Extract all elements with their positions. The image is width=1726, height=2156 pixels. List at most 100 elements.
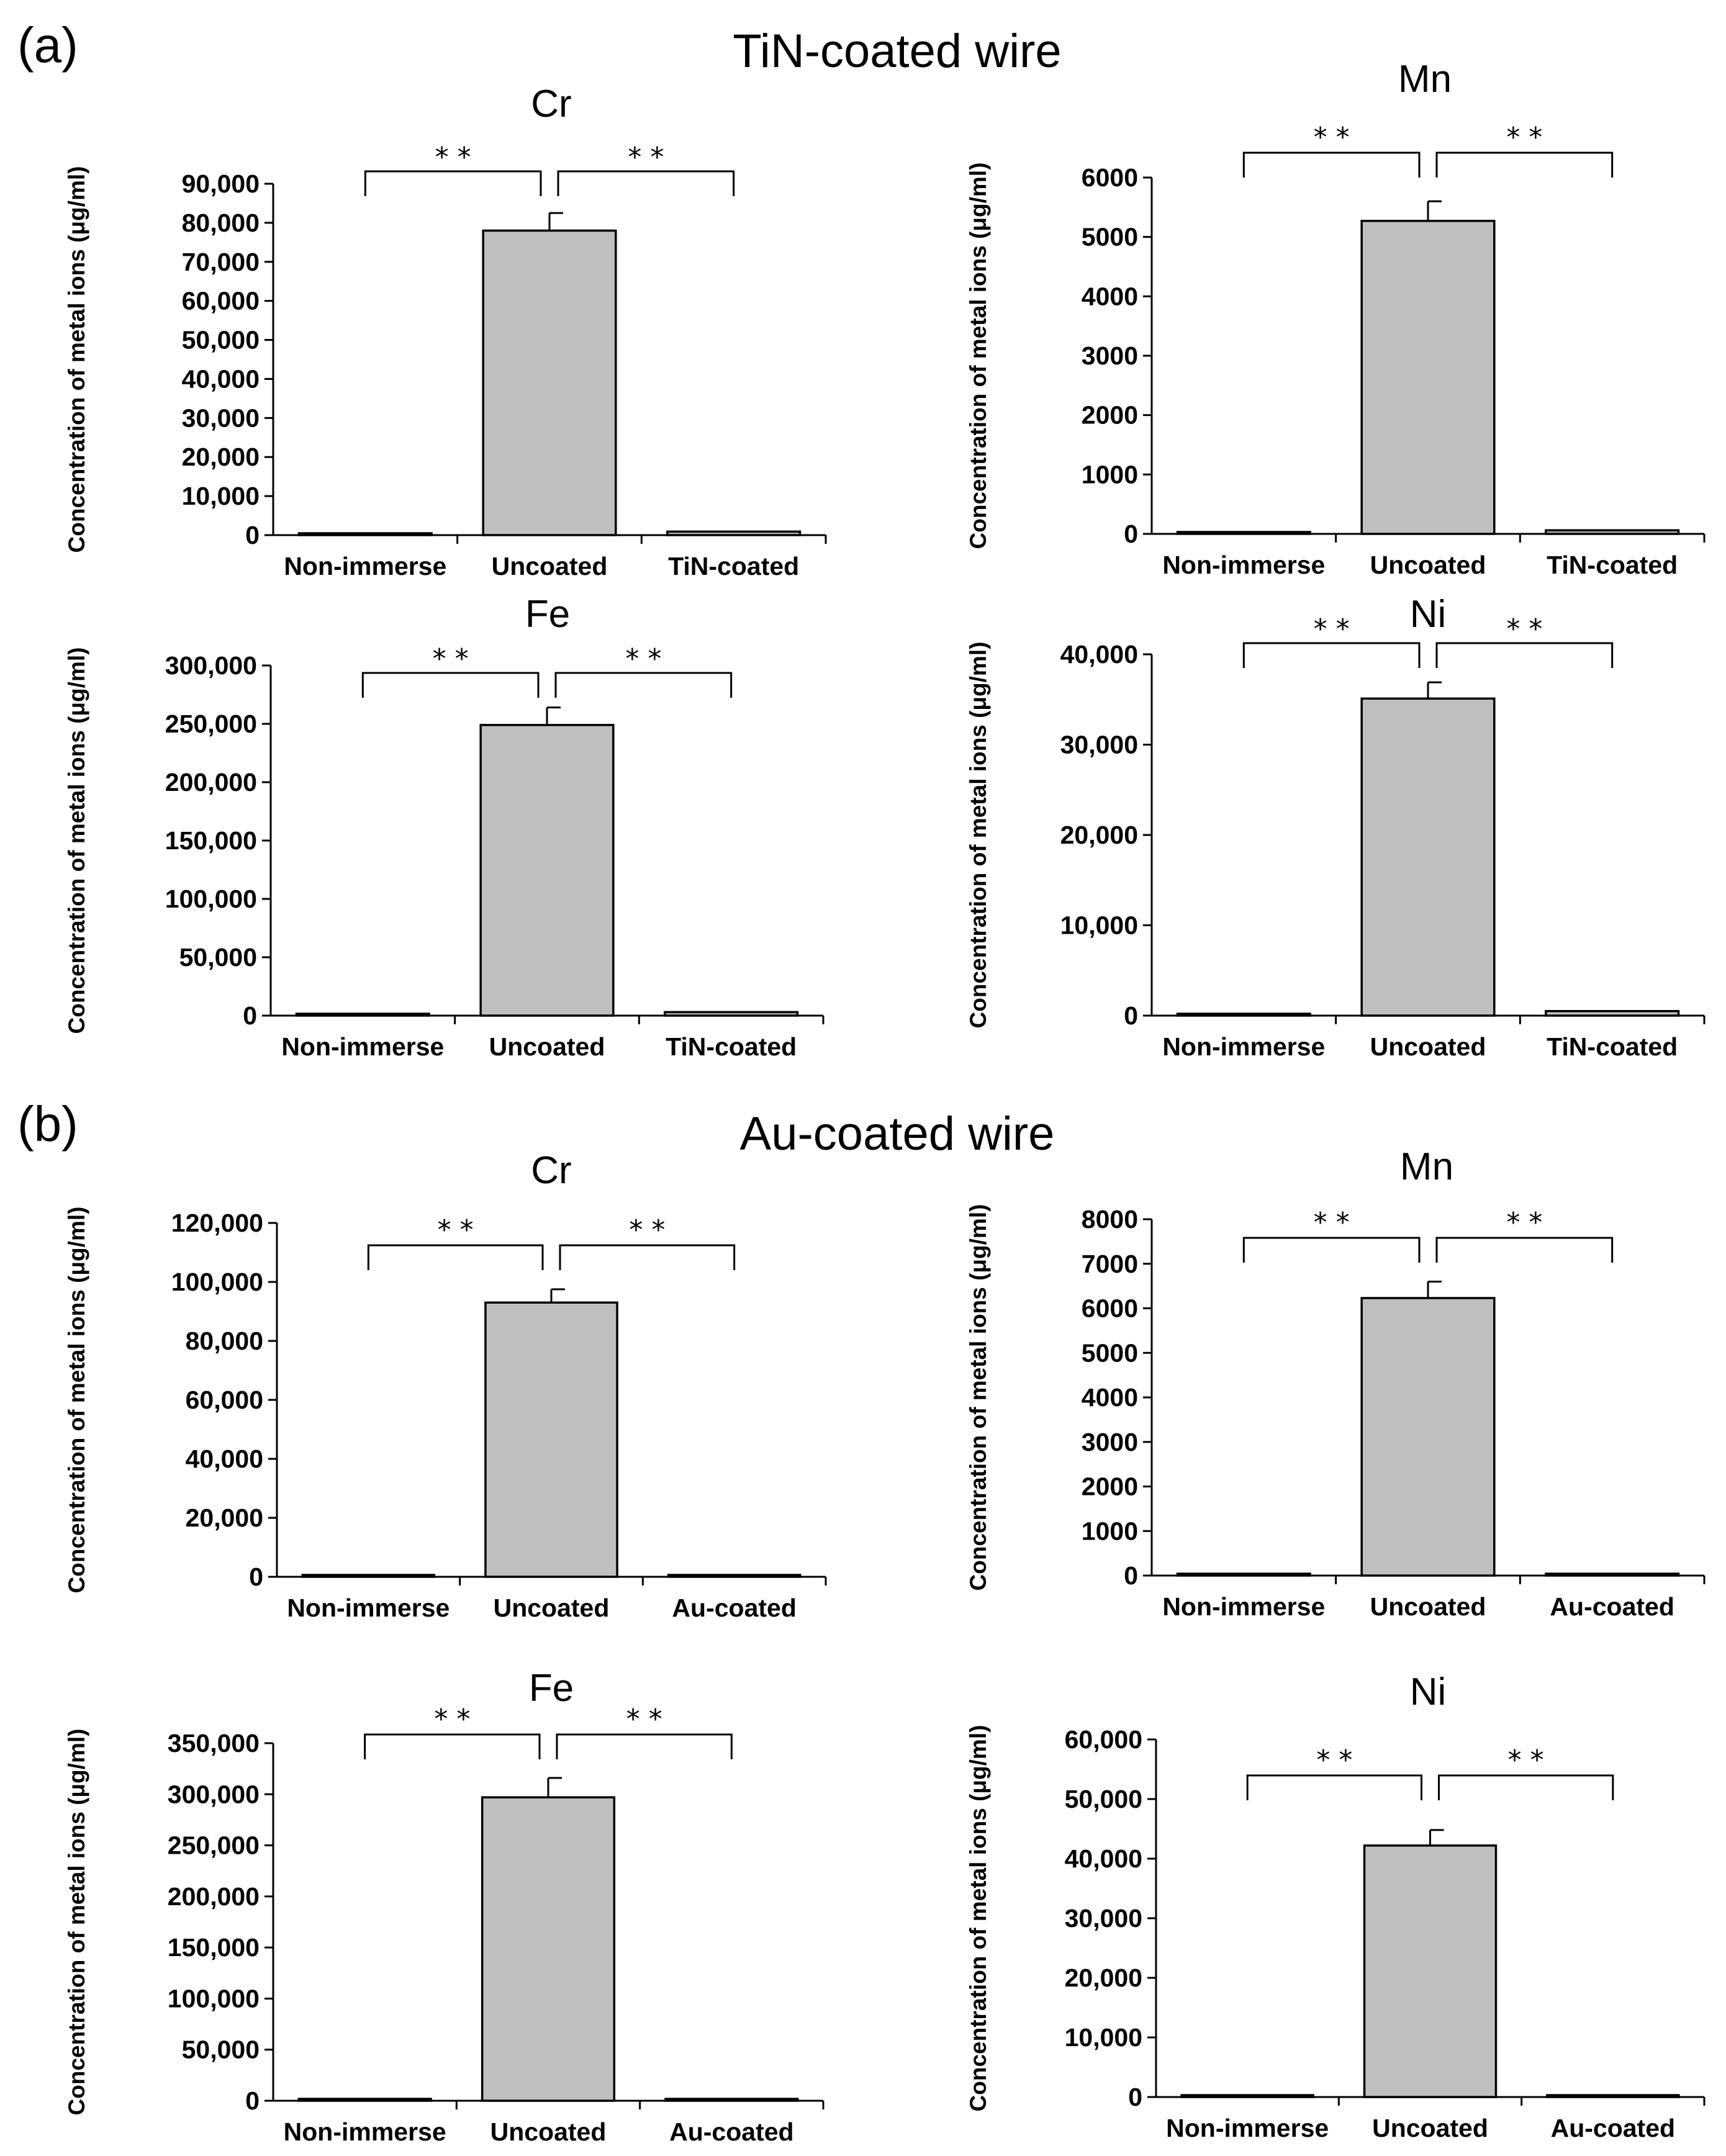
y-tick-label: 10,000: [182, 482, 260, 510]
y-tick-label: 120,000: [171, 1209, 263, 1237]
x-category-label: Uncoated: [490, 2118, 607, 2146]
y-tick-label: 80,000: [182, 209, 260, 237]
y-axis-label: Concentration of metal ions (μg/ml): [965, 642, 991, 1029]
significance-bracket-left: [364, 1733, 541, 1759]
bar-uncoated: [482, 229, 617, 536]
significance-bracket-right: [556, 1733, 733, 1759]
significance-bracket-right: [1435, 642, 1614, 668]
section-title-b: Au-coated wire: [740, 1107, 1055, 1160]
significance-bracket-left: [367, 1244, 544, 1270]
y-tick-label: 60,000: [186, 1386, 263, 1414]
y-tick-label: 5000: [1082, 223, 1138, 251]
y-tick-label: 60,000: [182, 287, 260, 315]
y-tick-label: 50,000: [182, 326, 260, 354]
y-axis-label: Concentration of metal ions (μg/ml): [64, 1207, 89, 1594]
chart-2-mn: Mn Concentration of metal ions (μg/ml) 0 10…: [965, 58, 1706, 579]
significance-marker-left: * *: [1316, 1744, 1352, 1776]
x-category-label: Uncoated: [1370, 1032, 1486, 1061]
x-category-label: TiN-coated: [668, 552, 799, 580]
chart-title: Ni: [1410, 1671, 1447, 1713]
y-tick-label: 30,000: [182, 404, 260, 432]
chart-4-ni: Ni Concentration of metal ions (μg/ml) 0 10…: [965, 593, 1706, 1061]
y-tick-label: 10,000: [1065, 2023, 1142, 2052]
y-tick-label: 100,000: [168, 1984, 260, 2013]
bar-tin-coated: [1545, 529, 1680, 535]
y-tick-label: 100,000: [171, 1268, 263, 1296]
significance-marker-left: * *: [435, 142, 471, 173]
y-tick-label: 4000: [1082, 1383, 1138, 1412]
charts-layer: Cr Concentration of metal ions (μg/ml) 0 10…: [64, 58, 1706, 2146]
chart-5-cr: Cr Concentration of metal ions (μg/ml) 0 20…: [64, 1149, 827, 1622]
y-tick-label: 20,000: [1060, 821, 1138, 849]
chart-title: Fe: [529, 1667, 574, 1710]
significance-bracket-right: [559, 1244, 736, 1270]
chart-title: Ni: [1410, 593, 1447, 636]
y-tick-label: 50,000: [179, 943, 257, 972]
chart-3-fe: Fe Concentration of metal ions (μg/ml) 0 50…: [64, 593, 825, 1061]
y-tick-label: 90,000: [182, 169, 260, 198]
bar-tin-coated: [1545, 1009, 1680, 1017]
x-category-label: Au-coated: [1551, 2114, 1675, 2142]
x-category-label: Uncoated: [494, 1594, 610, 1622]
chart-1-cr: Cr Concentration of metal ions (μg/ml) 0 10…: [64, 83, 827, 580]
significance-marker-right: * *: [625, 643, 661, 675]
significance-marker-right: * *: [1508, 1744, 1544, 1776]
bar-uncoated: [1360, 1297, 1496, 1577]
y-tick-label: 8000: [1082, 1205, 1138, 1234]
panel-letter-a: (a): [17, 17, 78, 73]
y-tick-label: 20,000: [182, 443, 260, 471]
y-tick-label: 4000: [1082, 282, 1138, 310]
significance-marker-right: * *: [1506, 122, 1542, 153]
y-tick-label: 350,000: [168, 1729, 260, 1757]
y-tick-label: 40,000: [1065, 1844, 1142, 1873]
y-tick-label: 50,000: [1065, 1785, 1142, 1813]
significance-marker-right: * *: [1506, 1207, 1542, 1238]
y-tick-label: 200,000: [165, 768, 257, 796]
x-category-label: Non-immerse: [1162, 551, 1325, 579]
chart-6-mn: Mn Concentration of metal ions (μg/ml) 0 10…: [965, 1145, 1706, 1621]
significance-marker-right: * *: [626, 1703, 662, 1735]
y-tick-label: 0: [245, 521, 260, 549]
y-tick-label: 70,000: [182, 248, 260, 276]
x-category-label: Uncoated: [1370, 1592, 1486, 1621]
y-axis-label: Concentration of metal ions (μg/ml): [64, 647, 89, 1034]
bar-uncoated: [479, 724, 615, 1017]
x-category-label: Non-immerse: [284, 552, 446, 580]
x-category-label: Non-immerse: [284, 2118, 446, 2146]
significance-bracket-left: [1242, 1237, 1421, 1263]
y-tick-label: 0: [1124, 520, 1138, 548]
bar-au-coated: [1545, 1572, 1680, 1577]
significance-bracket-right: [1435, 1237, 1614, 1263]
y-tick-label: 50,000: [182, 2036, 260, 2064]
significance-bracket-right: [1435, 151, 1614, 178]
y-tick-label: 7000: [1082, 1250, 1138, 1278]
y-tick-label: 300,000: [168, 1780, 260, 1808]
bar-uncoated: [481, 1796, 616, 2102]
y-tick-label: 300,000: [165, 651, 257, 680]
significance-bracket-right: [557, 170, 735, 196]
y-tick-label: 1000: [1082, 460, 1138, 489]
y-axis-label: Concentration of metal ions (μg/ml): [965, 1204, 991, 1591]
chart-title: Fe: [525, 593, 570, 636]
bar-uncoated: [484, 1301, 618, 1578]
x-category-label: Au-coated: [1550, 1592, 1674, 1621]
significance-marker-right: * *: [628, 142, 664, 173]
chart-title: Cr: [531, 1149, 571, 1192]
y-tick-label: 40,000: [186, 1445, 263, 1473]
y-tick-label: 2000: [1082, 1473, 1138, 1501]
y-tick-label: 30,000: [1065, 1904, 1142, 1933]
y-tick-label: 0: [1128, 2083, 1142, 2111]
y-tick-label: 200,000: [168, 1882, 260, 1911]
x-category-label: TiN-coated: [1547, 551, 1678, 579]
y-tick-label: 2000: [1082, 401, 1138, 430]
y-axis-label: Concentration of metal ions (μg/ml): [965, 1725, 991, 2112]
x-category-label: Uncoated: [1370, 551, 1486, 579]
y-axis-label: Concentration of metal ions (μg/ml): [64, 166, 89, 553]
bar-au-coated: [667, 1574, 802, 1578]
y-tick-label: 40,000: [1060, 640, 1138, 669]
x-category-label: Au-coated: [669, 2118, 793, 2146]
significance-marker-left: * *: [1314, 1207, 1350, 1238]
significance-bracket-left: [1246, 1774, 1422, 1800]
y-tick-label: 6000: [1082, 1294, 1138, 1323]
